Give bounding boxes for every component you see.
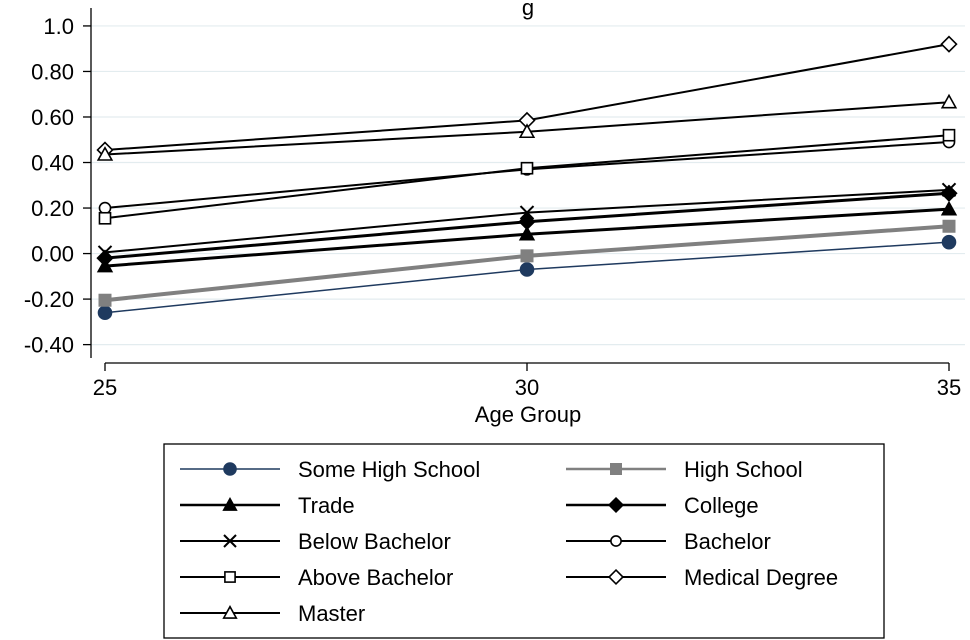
marker-square-open: [98, 211, 112, 225]
x-axis-label: Age Group: [475, 402, 581, 427]
marker-triangle-open: [222, 605, 238, 619]
series-below-bachelor: [97, 182, 957, 260]
marker-square: [610, 463, 622, 475]
marker-triangle-open: [518, 123, 536, 139]
marker-circle: [223, 462, 237, 476]
legend-label: Master: [298, 601, 365, 626]
marker-circle: [941, 234, 957, 250]
legend-item: Above Bachelor: [180, 565, 453, 590]
marker-x: [941, 182, 957, 198]
y-tick-label: -0.20: [24, 287, 74, 312]
marker-x-stroke: [97, 245, 113, 260]
x-tick-label: 25: [93, 375, 117, 400]
legend-item: Below Bachelor: [180, 529, 451, 554]
y-tick-label: -0.40: [24, 333, 74, 358]
legend-label: Above Bachelor: [298, 565, 453, 590]
y-tick-label: 1.0: [43, 14, 74, 39]
x-tick-label: 35: [937, 375, 961, 400]
x-tick-label: 30: [515, 375, 539, 400]
marker-x-stroke: [941, 182, 957, 198]
series-master: [96, 93, 958, 161]
legend-label: Medical Degree: [684, 565, 838, 590]
marker-triangle: [518, 225, 536, 241]
marker-x-stroke: [223, 534, 237, 548]
marker-diamond: [96, 249, 114, 267]
legend-item: Trade: [180, 493, 355, 518]
marker-circle: [97, 305, 113, 321]
series-high-school: [98, 219, 956, 307]
marker-diamond-open: [940, 35, 958, 53]
legend: Some High School High School Trade College B…: [163, 443, 885, 639]
legend-label: College: [684, 493, 759, 518]
y-tick-label: 0.80: [31, 59, 74, 84]
marker-diamond: [607, 496, 625, 514]
marker-square: [520, 249, 534, 263]
legend-item: High School: [566, 457, 803, 482]
series-layer: [96, 35, 958, 321]
legend-item: Master: [180, 601, 365, 626]
y-tick-label: 0.40: [31, 151, 74, 176]
legend-label: Bachelor: [684, 529, 771, 554]
marker-x: [519, 205, 535, 220]
marker-triangle-open: [96, 146, 114, 161]
marker-circle-open: [98, 201, 112, 215]
series-above-bachelor: [98, 128, 956, 225]
marker-x: [97, 245, 113, 260]
series-some-high-school: [97, 234, 957, 321]
y-tick-label: 0.00: [31, 242, 74, 267]
series-trade: [96, 200, 958, 273]
marker-square-open: [942, 128, 956, 142]
chart-title: g: [522, 0, 534, 20]
marker-square-open: [520, 161, 534, 175]
legend-label: High School: [684, 457, 803, 482]
y-tick-label: 0.60: [31, 105, 74, 130]
legend-label: Some High School: [298, 457, 480, 482]
marker-x: [223, 534, 237, 548]
marker-square: [942, 219, 956, 233]
legend-item: Medical Degree: [566, 565, 838, 590]
axes: 1.0 0.80 0.60 0.40 0.20 0.00 -0.20 -0.40 25 30 35: [24, 8, 961, 400]
legend-item: Some High School: [180, 457, 480, 482]
marker-diamond-open: [607, 568, 625, 586]
marker-x-stroke: [519, 205, 535, 220]
marker-square-open: [224, 571, 236, 583]
marker-circle: [519, 262, 535, 277]
legend-item: College: [566, 493, 759, 518]
marker-diamond: [518, 213, 536, 231]
marker-triangle-open: [940, 93, 958, 109]
legend-label: Trade: [298, 493, 355, 518]
marker-circle-open: [610, 535, 622, 547]
legend-box: [163, 443, 885, 639]
legend-label: Below Bachelor: [298, 529, 451, 554]
legend-item: Bachelor: [566, 529, 771, 554]
y-tick-label: 0.20: [31, 196, 74, 221]
series-college: [96, 184, 958, 267]
marker-triangle: [222, 497, 238, 511]
marker-triangle: [940, 200, 958, 216]
marker-square: [98, 293, 112, 307]
